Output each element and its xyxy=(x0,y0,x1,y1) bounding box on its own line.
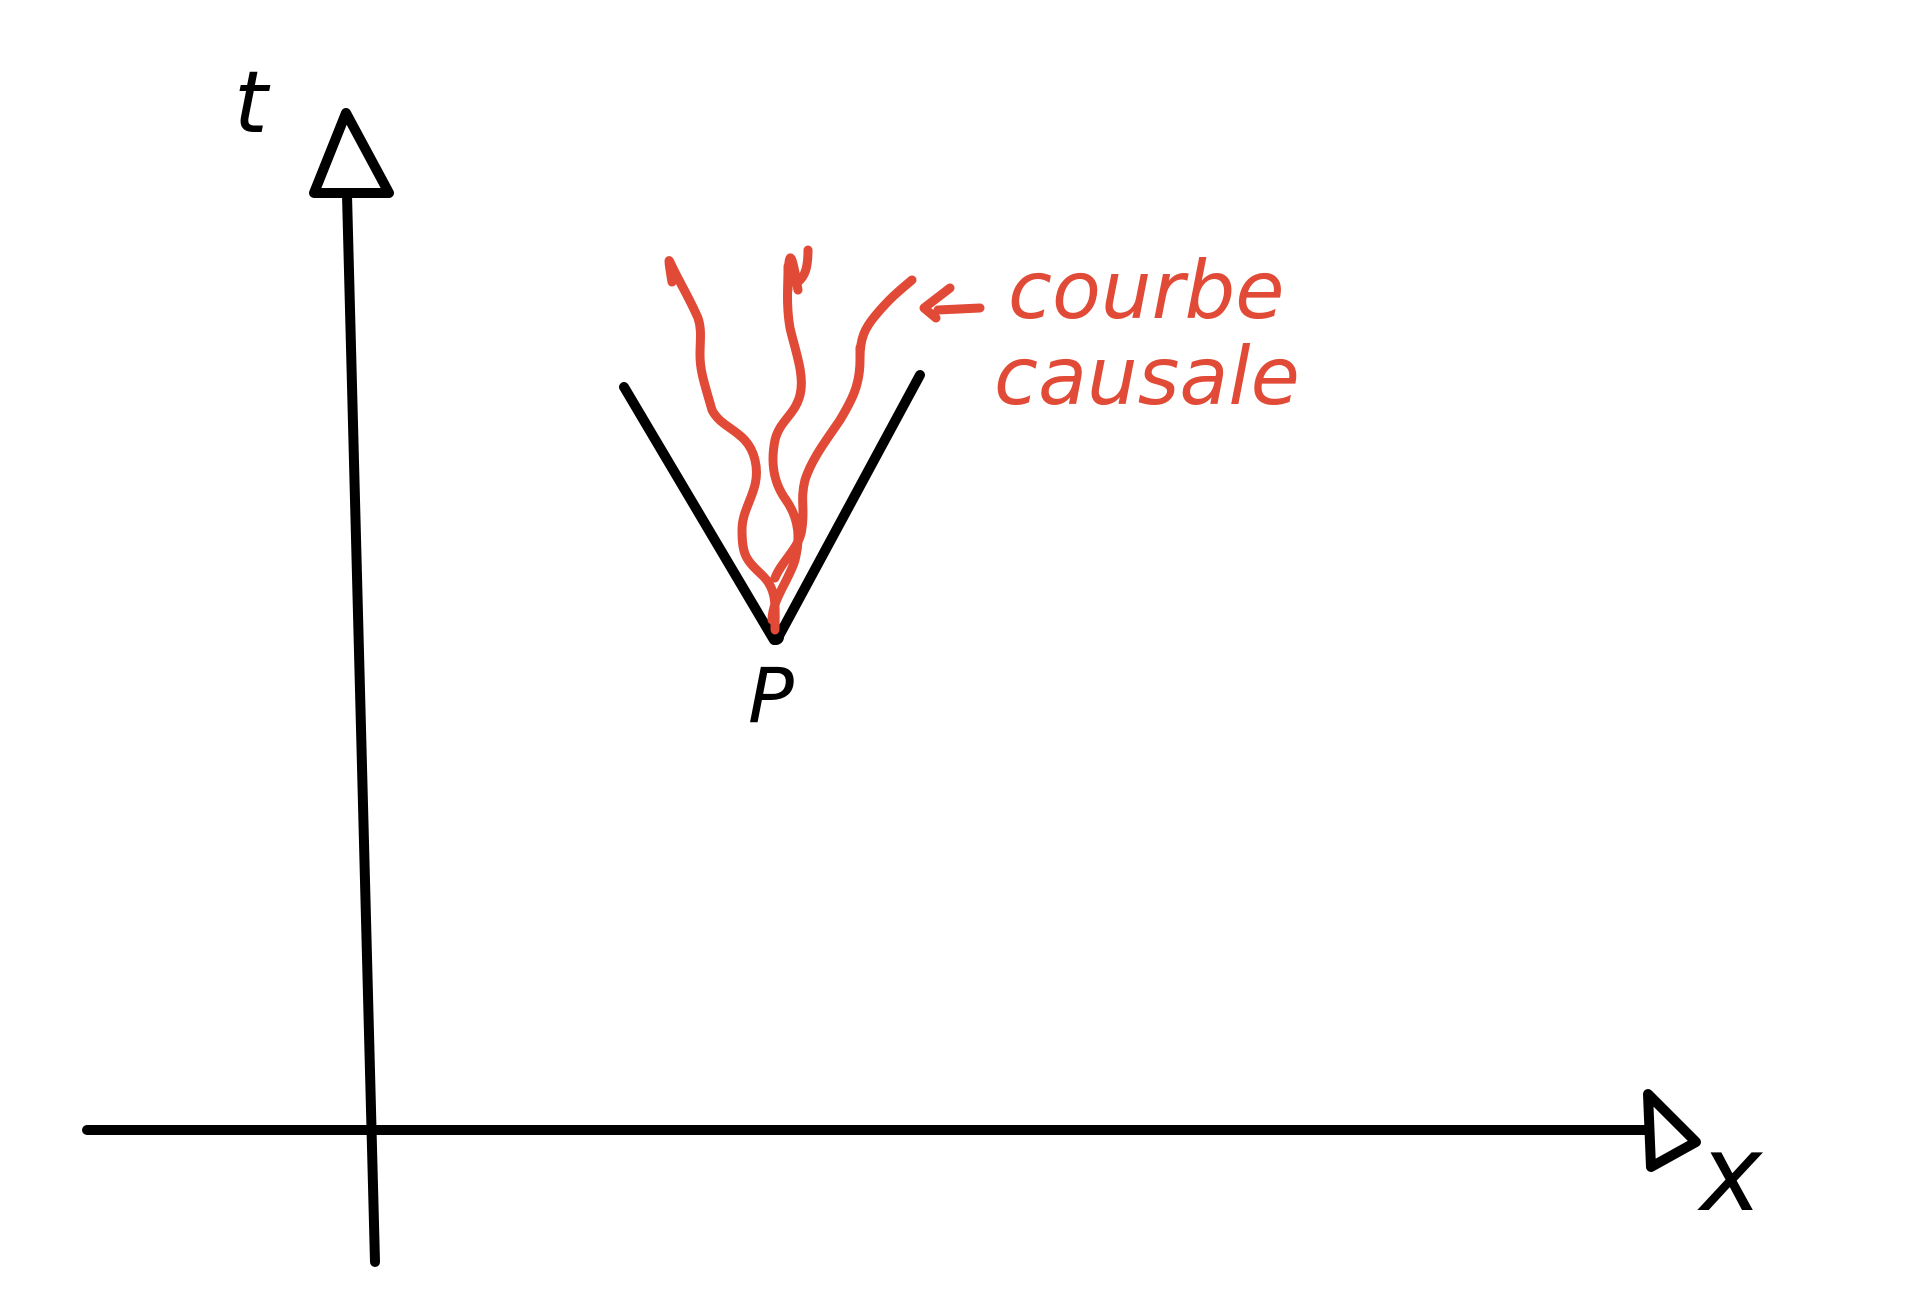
x-axis: x xyxy=(82,1089,1764,1235)
t-axis: t xyxy=(234,53,394,1267)
causal-curves xyxy=(664,245,917,635)
annotation-line-2: causale xyxy=(994,330,1300,423)
t-axis-arrowhead xyxy=(309,108,394,198)
annotation-arrow xyxy=(919,283,985,323)
light-cone-left-edge xyxy=(619,382,779,645)
event-label: P xyxy=(748,651,794,740)
annotation-line-1: courbe xyxy=(1008,244,1285,337)
t-axis-label: t xyxy=(234,53,271,153)
causal-curve-annotation: courbe causale xyxy=(919,244,1300,423)
x-axis-arrowhead xyxy=(1643,1089,1701,1172)
t-axis-line xyxy=(342,190,380,1267)
x-axis-label: x xyxy=(1697,1113,1764,1235)
light-cone-right-edge xyxy=(774,370,925,641)
causal-curve-left xyxy=(664,256,780,635)
light-cone: P xyxy=(619,370,925,740)
causal-curve-right xyxy=(770,275,917,583)
causal-curve-middle xyxy=(767,245,813,625)
